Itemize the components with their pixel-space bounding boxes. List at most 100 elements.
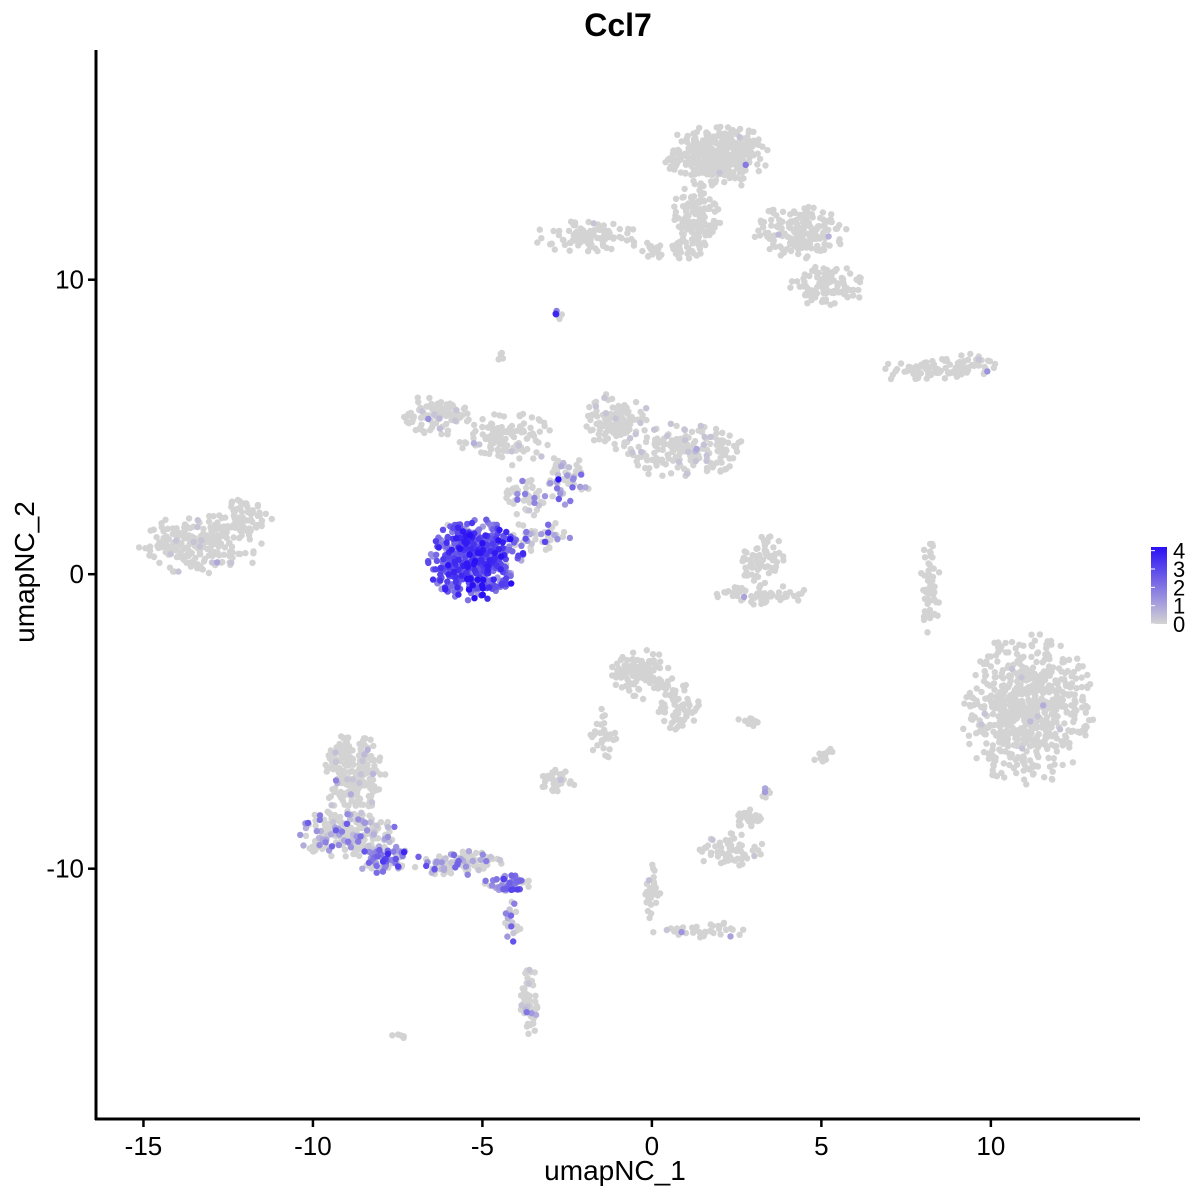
cell-point xyxy=(1013,678,1021,685)
cell-point xyxy=(804,300,811,307)
cell-point xyxy=(977,726,985,733)
cell-point xyxy=(610,235,617,242)
cell-point xyxy=(639,695,647,703)
cell-point xyxy=(190,538,197,546)
cell-point xyxy=(444,578,451,585)
cell-point xyxy=(808,211,816,218)
cell-point xyxy=(329,786,336,793)
cell-point xyxy=(1060,658,1068,666)
cell-point xyxy=(427,426,434,434)
cell-point xyxy=(784,245,791,252)
cell-point xyxy=(397,1032,405,1039)
cell-point xyxy=(1028,641,1035,649)
cell-point xyxy=(541,538,549,545)
cell-point xyxy=(612,415,619,422)
cell-point xyxy=(338,733,345,740)
cell-point xyxy=(687,457,694,464)
cell-point xyxy=(997,688,1004,696)
cell-point xyxy=(688,247,696,255)
cell-point xyxy=(1020,754,1028,762)
cell-point xyxy=(355,816,362,823)
cell-point xyxy=(702,241,709,249)
cell-point xyxy=(357,745,364,753)
cell-point xyxy=(478,582,486,589)
cell-point xyxy=(208,535,215,542)
cell-point xyxy=(795,250,802,258)
cell-point xyxy=(576,236,583,243)
cell-point xyxy=(237,550,244,558)
cell-point xyxy=(538,235,545,242)
cell-point xyxy=(531,969,538,976)
cell-point xyxy=(982,695,989,702)
cell-point xyxy=(653,890,660,897)
cell-point xyxy=(991,686,998,693)
cell-point xyxy=(612,681,619,688)
cell-point xyxy=(793,278,801,285)
cell-point xyxy=(207,524,214,531)
cell-point xyxy=(525,980,532,987)
cell-point xyxy=(514,490,521,498)
cell-point xyxy=(997,748,1005,755)
cell-point xyxy=(604,435,612,442)
cell-point xyxy=(1071,696,1078,704)
cell-point xyxy=(620,442,628,450)
cell-point xyxy=(601,712,608,719)
cell-point xyxy=(433,551,440,558)
cell-point xyxy=(983,660,990,667)
cell-point xyxy=(343,820,351,827)
cell-point xyxy=(1010,697,1017,704)
cell-point xyxy=(796,283,803,290)
cell-point xyxy=(147,527,154,534)
cell-point xyxy=(153,534,160,541)
cell-point xyxy=(455,591,462,598)
x-tick-label: 5 xyxy=(814,1131,828,1161)
cell-point xyxy=(786,589,794,596)
cell-point xyxy=(1082,709,1090,716)
cell-point xyxy=(832,225,840,232)
cell-point xyxy=(645,877,653,884)
cell-point xyxy=(1018,691,1026,698)
cell-point xyxy=(748,817,756,824)
cell-point xyxy=(526,507,533,514)
cell-point xyxy=(609,663,616,671)
cell-point xyxy=(663,684,670,692)
cell-point xyxy=(361,751,368,758)
cell-point xyxy=(736,125,744,133)
cell-point xyxy=(942,364,949,372)
cell-point xyxy=(825,233,832,240)
cell-point xyxy=(931,589,938,596)
cell-point xyxy=(617,431,624,438)
cell-point xyxy=(709,228,716,235)
cell-point xyxy=(415,398,422,406)
cell-point xyxy=(555,476,562,483)
cell-point xyxy=(695,698,702,705)
cell-point xyxy=(527,424,534,431)
cell-point xyxy=(609,672,616,679)
cell-point xyxy=(464,410,471,417)
cell-point xyxy=(666,155,673,162)
cell-point xyxy=(606,427,613,434)
cell-point xyxy=(347,791,354,798)
cell-point xyxy=(328,802,335,809)
cell-point xyxy=(642,666,649,674)
cell-point xyxy=(961,358,968,365)
cell-point xyxy=(249,559,256,566)
cell-point xyxy=(1023,677,1030,684)
cell-point xyxy=(539,783,546,790)
cell-point xyxy=(479,591,486,598)
cell-point xyxy=(671,928,678,935)
cell-point xyxy=(730,835,738,842)
cell-point xyxy=(1053,748,1061,755)
cell-point xyxy=(216,552,223,559)
cell-point xyxy=(523,528,530,536)
cell-point xyxy=(472,427,479,435)
cell-point xyxy=(700,441,708,448)
cell-point xyxy=(558,311,565,318)
cell-point xyxy=(532,536,539,543)
cell-point xyxy=(219,558,226,566)
cell-point xyxy=(433,557,441,565)
cell-point xyxy=(544,772,552,780)
cell-point xyxy=(742,717,749,724)
cell-point xyxy=(469,857,476,865)
cell-point xyxy=(495,537,502,544)
